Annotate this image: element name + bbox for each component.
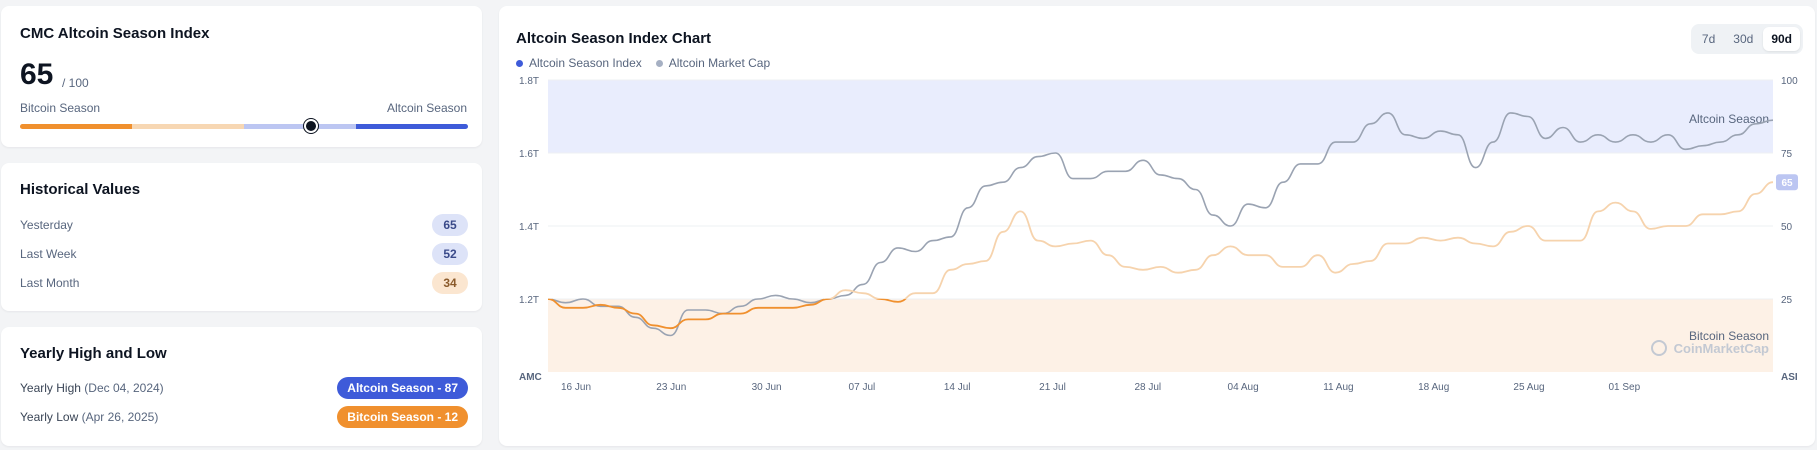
x-axis-tick: 11 Aug: [1323, 382, 1353, 393]
x-axis-tick: 14 Jul: [944, 382, 971, 393]
left-axis-name: AMC: [519, 372, 542, 383]
history-badge: 52: [432, 243, 468, 265]
yearly-high-row: Yearly High (Dec 04, 2024) Altcoin Seaso…: [20, 377, 468, 399]
history-label: Last Month: [20, 276, 80, 290]
yearly-high-label: Yearly High: [20, 381, 81, 395]
legend-dot-market-cap: [655, 59, 663, 67]
x-axis-tick: 16 Jun: [561, 382, 591, 393]
x-axis-tick: 01 Sep: [1608, 382, 1640, 393]
yearly-low-label: Yearly Low: [20, 410, 79, 424]
history-row: Yesterday 65: [20, 214, 468, 236]
yearly-low-text: Yearly Low (Apr 26, 2025): [20, 410, 158, 424]
chart-card: 1.8T 1.6T 1.4T 1.2T 100 75 50 25 AMC ASI 16 Jun 23 …: [499, 6, 1815, 446]
chart-title: Altcoin Season Index Chart: [516, 30, 712, 47]
yearly-high-low-card: Yearly High and Low Yearly High (Dec 04,…: [1, 327, 482, 446]
season-gauge: [20, 119, 468, 133]
right-axis-tick: 25: [1781, 295, 1793, 306]
history-row: Last Month 34: [20, 272, 468, 294]
x-axis-tick: 18 Aug: [1418, 382, 1449, 393]
x-axis-tick: 07 Jul: [849, 382, 876, 393]
current-value-badge: [1776, 174, 1798, 191]
yearly-low-row: Yearly Low (Apr 26, 2025) Bitcoin Season…: [20, 406, 468, 428]
x-axis-tick: 04 Aug: [1228, 382, 1259, 393]
right-axis-tick: 75: [1781, 149, 1793, 160]
history-badge: 34: [432, 272, 468, 294]
current-value-label: 65: [1781, 178, 1793, 189]
left-axis-tick: 1.6T: [519, 149, 539, 160]
range-30d-button[interactable]: 30d: [1733, 32, 1754, 46]
index-value: 65: [20, 58, 54, 91]
season-index-line-bitcoin: [547, 299, 907, 330]
yearly-title: Yearly High and Low: [20, 345, 167, 362]
legend-label-market-cap: Altcoin Market Cap: [668, 56, 771, 70]
history-label: Last Week: [20, 247, 77, 261]
season-index-line-neutral: [548, 181, 1774, 299]
right-axis-tick: 100: [1781, 76, 1798, 87]
gauge-segment-altcoin-light: [244, 124, 356, 129]
gauge-segment-bitcoin: [20, 124, 132, 129]
x-axis-tick: 23 Jun: [656, 382, 686, 393]
history-title: Historical Values: [20, 181, 141, 198]
altcoin-season-index-card: CMC Altcoin Season Index 65 / 100 Bitcoi…: [1, 6, 482, 147]
range-90d-button[interactable]: 90d: [1763, 27, 1800, 51]
x-axis-tick: 25 Aug: [1513, 382, 1544, 393]
gauge-knob: [304, 119, 319, 133]
scale-bitcoin-label: Bitcoin Season: [20, 101, 101, 115]
yearly-high-text: Yearly High (Dec 04, 2024): [20, 381, 164, 395]
time-range-selector: 7d 30d 90d: [1690, 24, 1803, 54]
legend-dot-index: [516, 59, 523, 67]
left-axis-tick: 1.8T: [519, 76, 539, 87]
altcoin-season-zone: [548, 80, 1773, 153]
scale-altcoin-label: Altcoin Season: [386, 101, 467, 115]
right-axis-tick: 50: [1781, 222, 1793, 233]
legend-item-index[interactable]: Altcoin Season Index: [516, 56, 642, 70]
bitcoin-season-zone-label: Bitcoin Season: [1689, 329, 1769, 343]
history-badge: 65: [432, 214, 468, 236]
yearly-low-date: (Apr 26, 2025): [81, 410, 159, 424]
history-label: Yesterday: [20, 218, 73, 232]
legend-item-market-cap[interactable]: Altcoin Market Cap: [655, 56, 771, 70]
chart-watermark: CoinMarketCap: [1674, 341, 1769, 356]
market-cap-line: [547, 112, 1774, 337]
yearly-high-date: (Dec 04, 2024): [84, 381, 164, 395]
yearly-low-badge: Bitcoin Season - 12: [337, 406, 468, 428]
coinmarketcap-logo-icon: [1651, 340, 1667, 356]
yearly-high-badge: Altcoin Season - 87: [337, 377, 468, 399]
gauge-segment-bitcoin-light: [132, 124, 244, 129]
right-axis-name: ASI: [1781, 372, 1798, 383]
x-axis-tick: 28 Jul: [1134, 382, 1161, 393]
left-axis-tick: 1.4T: [519, 222, 539, 233]
gauge-segment-altcoin: [356, 124, 468, 129]
left-axis-tick: 1.2T: [519, 295, 539, 306]
x-axis-tick: 21 Jul: [1039, 382, 1066, 393]
altcoin-season-chart: 1.8T 1.6T 1.4T 1.2T 100 75 50 25 AMC ASI 16 Jun 23 …: [519, 76, 1798, 393]
altcoin-season-zone-label: Altcoin Season: [1689, 112, 1769, 126]
index-card-title: CMC Altcoin Season Index: [20, 25, 210, 42]
x-axis-tick: 30 Jun: [752, 382, 782, 393]
bitcoin-season-zone: [548, 299, 1773, 372]
history-row: Last Week 52: [20, 243, 468, 265]
range-7d-button[interactable]: 7d: [1701, 32, 1716, 46]
historical-values-card: Historical Values Yesterday 65 Last Week…: [1, 163, 482, 311]
legend-label-index: Altcoin Season Index: [529, 56, 642, 70]
index-max: / 100: [62, 76, 89, 90]
chart-legend: Altcoin Season Index Altcoin Market Cap: [516, 56, 770, 70]
